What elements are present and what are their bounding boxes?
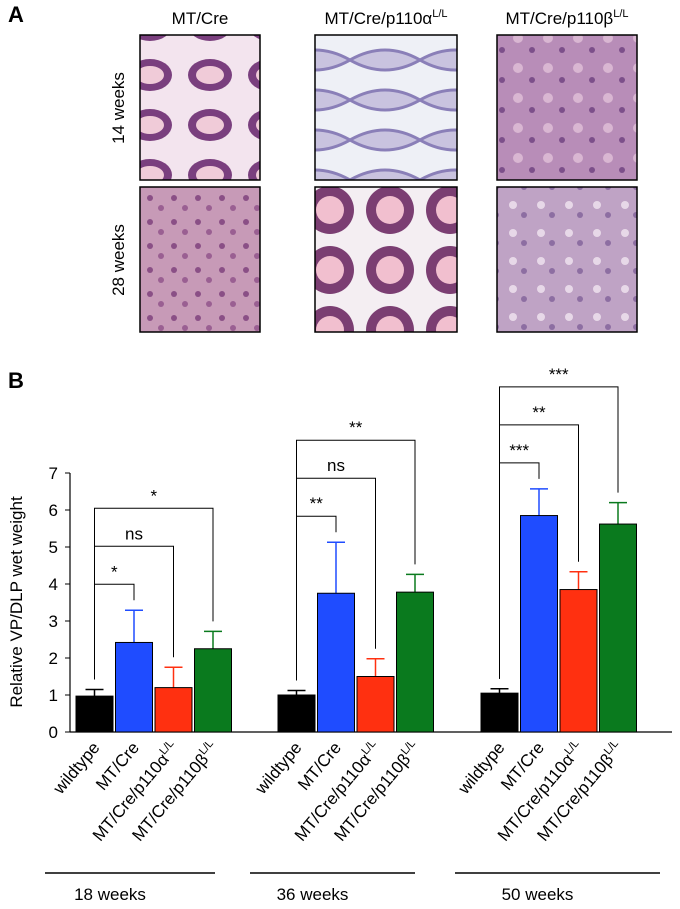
label-text: MT/Cre/p110α [324, 9, 432, 28]
significance-label: ** [532, 403, 546, 422]
label-text: MT/Cre [172, 9, 229, 28]
y-tick-label: 5 [49, 538, 58, 557]
significance-label: *** [549, 365, 569, 384]
micrograph [139, 34, 261, 181]
y-tick-label: 3 [49, 612, 58, 631]
micrograph [496, 186, 638, 333]
label-superscript: L/L [432, 8, 447, 20]
label-superscript: L/L [613, 8, 628, 20]
bar [194, 648, 232, 733]
panel-label: B [8, 368, 24, 393]
micrograph [139, 186, 261, 333]
significance-label: * [111, 562, 118, 581]
x-tick-label: wildtype [454, 738, 509, 798]
bar [154, 687, 193, 733]
x-tick-label: wildtype [251, 738, 306, 798]
row-label: 28 weeks [109, 224, 128, 296]
row-label: 14 weeks [109, 72, 128, 144]
label-text: MT/Cre/p110β [505, 9, 613, 28]
y-tick-label: 6 [49, 501, 58, 520]
bar [356, 676, 395, 733]
label-text: wildtype [454, 738, 509, 798]
bar [559, 589, 598, 733]
group-label: 50 weeks [502, 885, 574, 904]
significance-label: * [150, 486, 157, 505]
y-tick-label: 2 [49, 649, 58, 668]
significance-bracket [296, 439, 416, 681]
bar [277, 694, 316, 733]
significance-label: *** [509, 441, 529, 460]
group-label: 36 weeks [277, 885, 349, 904]
micrograph [496, 34, 638, 181]
micrograph [314, 34, 458, 181]
bar [599, 523, 637, 733]
significance-label: ns [125, 524, 143, 543]
significance-bracket [499, 386, 619, 679]
significance-bracket [94, 507, 214, 680]
bar [480, 692, 519, 733]
y-tick-label: 0 [49, 723, 58, 742]
y-axis-label: Relative VP/DLP wet weight [7, 496, 26, 708]
micrographs [139, 34, 638, 333]
column-header: MT/Cre [172, 9, 229, 28]
column-header: MT/Cre/p110βL/L [505, 8, 628, 28]
significance-label: ** [349, 418, 363, 437]
bar [396, 591, 434, 733]
significance-label: ** [310, 494, 324, 513]
group-label: 18 weeks [74, 885, 146, 904]
bar [317, 592, 355, 733]
y-tick-label: 4 [49, 575, 58, 594]
x-tick-label: wildtype [49, 738, 104, 798]
label-text: wildtype [251, 738, 306, 798]
y-tick-label: 7 [49, 464, 58, 483]
micrograph [314, 186, 458, 333]
bar [520, 515, 558, 733]
label-text: wildtype [49, 738, 104, 798]
bar [75, 695, 114, 733]
bar [115, 641, 153, 733]
y-tick-label: 1 [49, 686, 58, 705]
panel-label: A [8, 2, 24, 27]
column-header: MT/Cre/p110αL/L [324, 8, 447, 28]
significance-label: ns [327, 456, 345, 475]
